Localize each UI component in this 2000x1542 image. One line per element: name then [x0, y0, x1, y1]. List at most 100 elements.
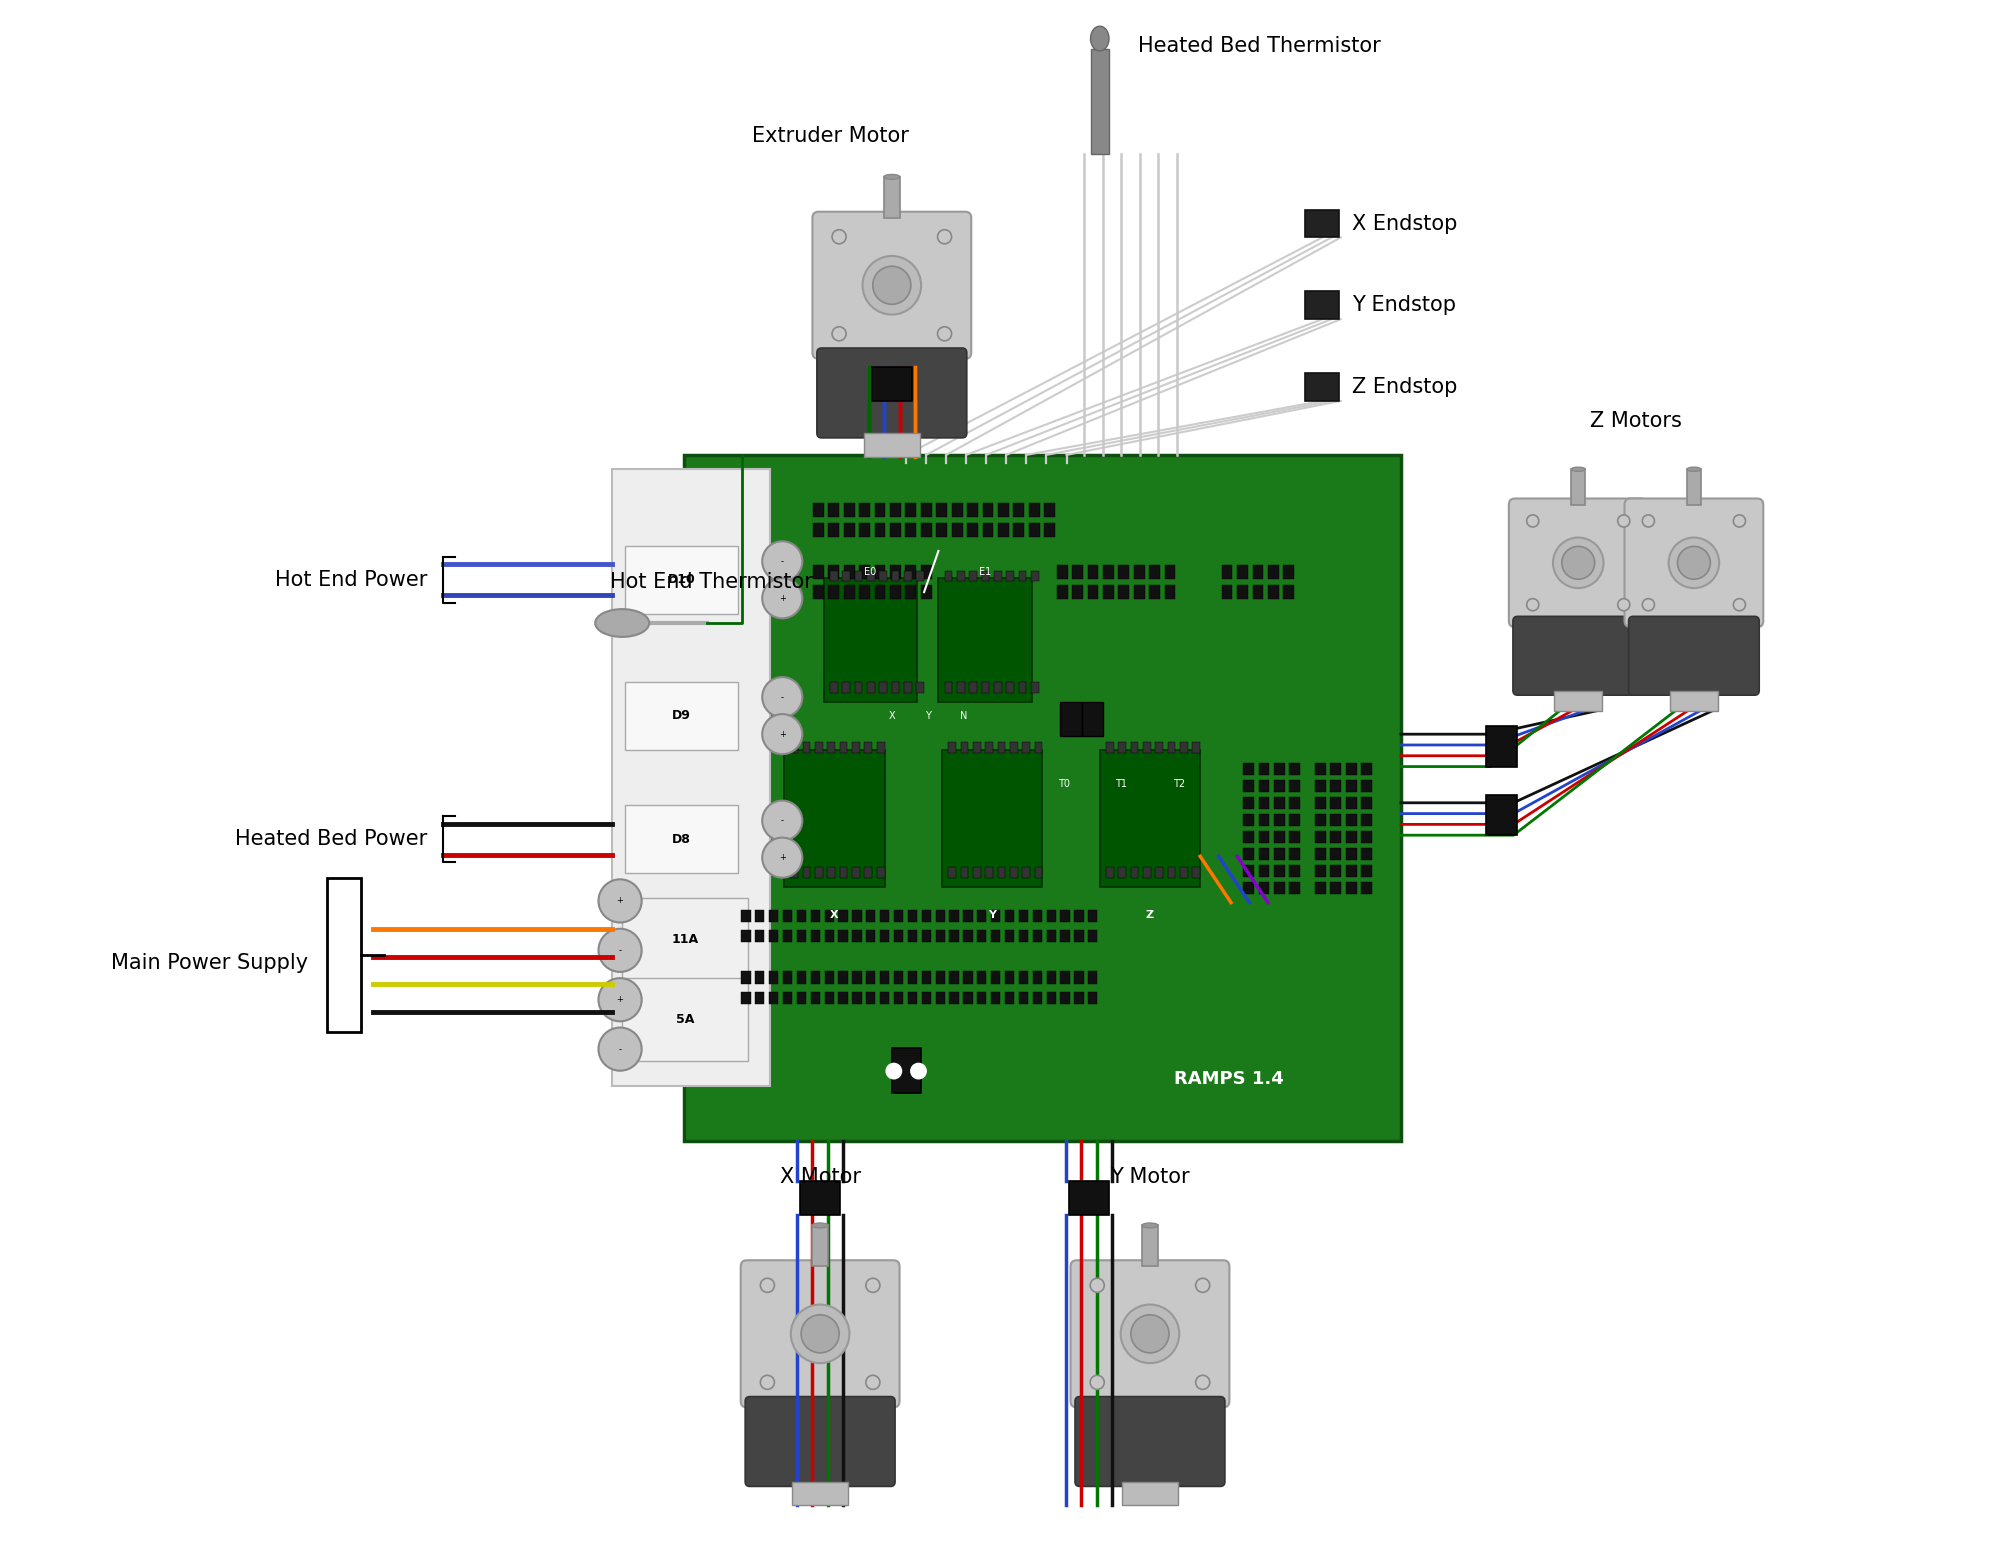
- Bar: [860, 564, 870, 578]
- Bar: [922, 930, 930, 942]
- Text: D8: D8: [672, 833, 692, 845]
- Bar: [1274, 780, 1284, 793]
- Bar: [742, 930, 750, 942]
- Bar: [1258, 814, 1270, 827]
- Bar: [770, 910, 778, 922]
- Bar: [840, 867, 848, 877]
- Text: X: X: [830, 910, 838, 919]
- Bar: [944, 682, 952, 692]
- Bar: [1290, 797, 1300, 810]
- Bar: [1130, 742, 1138, 752]
- Bar: [770, 930, 778, 942]
- Bar: [756, 971, 764, 984]
- Bar: [922, 992, 930, 1004]
- Circle shape: [1130, 1315, 1170, 1352]
- Bar: [982, 682, 990, 692]
- Bar: [1088, 910, 1098, 922]
- Bar: [612, 469, 770, 1086]
- Bar: [1074, 971, 1084, 984]
- Bar: [852, 742, 860, 752]
- Bar: [982, 523, 994, 537]
- Bar: [1192, 867, 1200, 877]
- Bar: [866, 930, 876, 942]
- Bar: [998, 867, 1006, 877]
- Bar: [852, 992, 862, 1004]
- Bar: [1222, 564, 1232, 578]
- Bar: [828, 584, 840, 598]
- Bar: [1028, 503, 1040, 517]
- Circle shape: [598, 879, 642, 922]
- Text: Y: Y: [924, 711, 930, 720]
- Bar: [824, 578, 916, 702]
- Bar: [756, 992, 764, 1004]
- Text: 11A: 11A: [672, 933, 698, 947]
- Bar: [1130, 867, 1138, 877]
- Bar: [1142, 1226, 1158, 1266]
- Circle shape: [762, 578, 802, 618]
- Bar: [812, 564, 824, 578]
- Bar: [936, 503, 948, 517]
- Bar: [1044, 503, 1056, 517]
- Bar: [872, 367, 912, 401]
- Bar: [1290, 780, 1300, 793]
- Bar: [950, 971, 958, 984]
- Bar: [1314, 882, 1326, 894]
- Bar: [1056, 584, 1068, 598]
- Bar: [1004, 992, 1014, 1004]
- Text: T0: T0: [1058, 779, 1070, 790]
- Bar: [1060, 910, 1070, 922]
- Bar: [960, 742, 968, 752]
- Text: Heated Bed Thermistor: Heated Bed Thermistor: [1138, 37, 1382, 56]
- Bar: [1244, 848, 1254, 860]
- Bar: [812, 1226, 828, 1266]
- Bar: [916, 571, 924, 581]
- Text: -: -: [780, 557, 784, 566]
- Bar: [1074, 930, 1084, 942]
- Bar: [842, 682, 850, 692]
- Bar: [866, 910, 876, 922]
- Bar: [1274, 865, 1284, 877]
- Bar: [890, 564, 900, 578]
- Bar: [1106, 742, 1114, 752]
- Bar: [1180, 742, 1188, 752]
- Bar: [1670, 691, 1718, 711]
- Bar: [892, 1049, 920, 1093]
- Text: +: +: [778, 853, 786, 862]
- Bar: [742, 992, 750, 1004]
- Text: D10: D10: [668, 574, 696, 586]
- Bar: [950, 910, 958, 922]
- Text: X: X: [888, 711, 896, 720]
- Bar: [844, 564, 854, 578]
- FancyBboxPatch shape: [812, 211, 972, 359]
- Bar: [1346, 865, 1356, 877]
- Bar: [866, 571, 874, 581]
- Bar: [1314, 780, 1326, 793]
- Bar: [810, 992, 820, 1004]
- Bar: [1004, 971, 1014, 984]
- Circle shape: [872, 267, 910, 304]
- Bar: [1142, 742, 1150, 752]
- Text: +: +: [778, 594, 786, 603]
- Bar: [956, 682, 964, 692]
- Circle shape: [762, 677, 802, 717]
- Circle shape: [1196, 1278, 1210, 1292]
- Text: +: +: [616, 896, 624, 905]
- Bar: [1046, 910, 1056, 922]
- Bar: [1168, 867, 1176, 877]
- Bar: [920, 564, 932, 578]
- Bar: [792, 1482, 848, 1505]
- Bar: [1362, 780, 1372, 793]
- FancyBboxPatch shape: [746, 1397, 896, 1486]
- Bar: [904, 571, 912, 581]
- Bar: [982, 571, 990, 581]
- Bar: [986, 742, 992, 752]
- Bar: [1180, 867, 1188, 877]
- Bar: [978, 971, 986, 984]
- Bar: [1164, 584, 1176, 598]
- Circle shape: [1562, 546, 1594, 580]
- Bar: [1314, 797, 1326, 810]
- Bar: [1156, 742, 1162, 752]
- Text: T1: T1: [1116, 779, 1128, 790]
- Bar: [1168, 742, 1176, 752]
- Bar: [1306, 291, 1340, 319]
